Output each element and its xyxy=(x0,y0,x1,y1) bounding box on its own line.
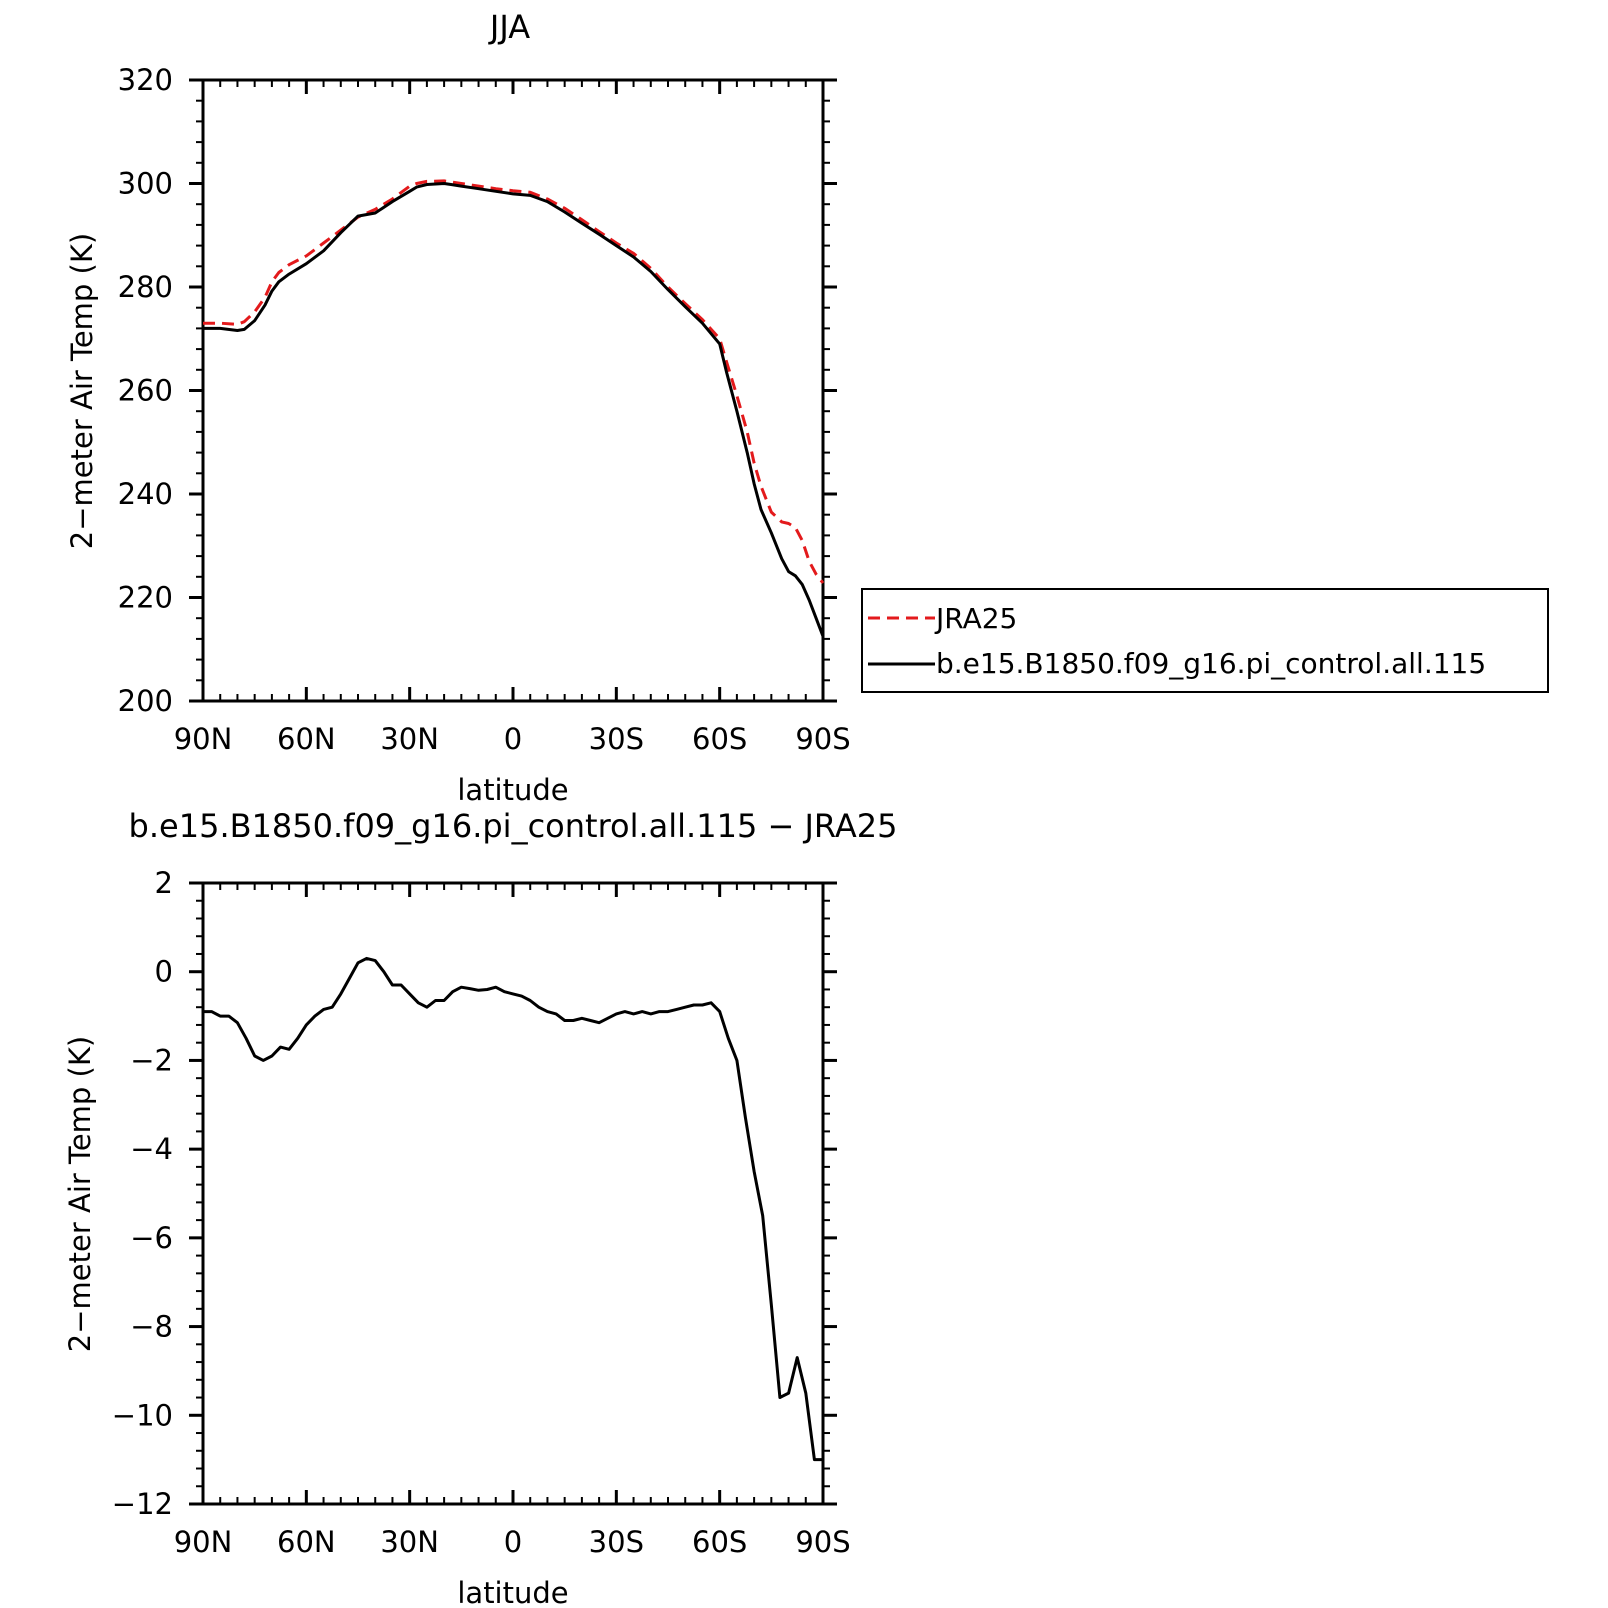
y-tick-label: 200 xyxy=(118,684,173,718)
x-tick-label: 30N xyxy=(380,1525,439,1559)
difference-series-line xyxy=(203,956,823,1462)
x-tick-label: 60N xyxy=(277,1525,336,1559)
legend-label-model: b.e15.B1850.f09_g16.pi_control.all.115 xyxy=(936,647,1486,680)
y-tick-label: 260 xyxy=(118,374,173,408)
x-tick-label: 90N xyxy=(174,722,233,756)
top-y-axis-label: 2−meter Air Temp (K) xyxy=(65,233,99,549)
legend-label-jra25: JRA25 xyxy=(934,602,1017,635)
y-tick-label: −2 xyxy=(130,1043,173,1077)
y-tick-label: 320 xyxy=(118,63,173,97)
top-panel: JJA latitude 2−meter Air Temp (K) 90N 60N… xyxy=(65,8,851,807)
y-tick-label: −10 xyxy=(112,1398,173,1432)
x-tick-label: 30S xyxy=(589,722,644,756)
y-tick-label: −8 xyxy=(130,1310,173,1344)
x-tick-label: 90S xyxy=(795,722,850,756)
model-series-line xyxy=(203,182,825,637)
top-x-axis-label: latitude xyxy=(457,773,568,807)
x-tick-label: 0 xyxy=(504,722,522,756)
x-tick-label: 90S xyxy=(795,1525,850,1559)
y-tick-label: −4 xyxy=(130,1132,173,1166)
x-tick-label: 30S xyxy=(589,1525,644,1559)
top-chart-title: JJA xyxy=(488,8,530,46)
bottom-y-axis-label: 2−meter Air Temp (K) xyxy=(63,1036,97,1352)
x-tick-label: 60S xyxy=(692,722,747,756)
y-tick-label: 240 xyxy=(118,477,173,511)
bottom-chart-title: b.e15.B1850.f09_g16.pi_control.all.115 −… xyxy=(129,807,898,845)
bottom-panel: b.e15.B1850.f09_g16.pi_control.all.115 −… xyxy=(63,807,897,1608)
legend-box xyxy=(861,588,1549,693)
y-tick-label: 300 xyxy=(118,167,173,201)
bottom-plot-frame xyxy=(201,881,825,1506)
y-tick-label: −6 xyxy=(130,1221,173,1255)
x-tick-label: 60S xyxy=(692,1525,747,1559)
y-tick-label: 2 xyxy=(155,866,173,900)
legend: JRA25 b.e15.B1850.f09_g16.pi_control.all… xyxy=(861,588,1549,693)
x-tick-label: 90N xyxy=(174,1525,233,1559)
jra25-series-line xyxy=(203,179,825,584)
x-tick-label: 60N xyxy=(277,722,336,756)
y-tick-label: 0 xyxy=(155,955,173,989)
x-tick-label: 0 xyxy=(504,1525,522,1559)
y-tick-label: −12 xyxy=(112,1487,173,1521)
x-tick-label: 30N xyxy=(380,722,439,756)
y-tick-label: 220 xyxy=(118,581,173,615)
y-tick-label: 280 xyxy=(118,270,173,304)
bottom-x-axis-label: latitude xyxy=(457,1576,568,1608)
